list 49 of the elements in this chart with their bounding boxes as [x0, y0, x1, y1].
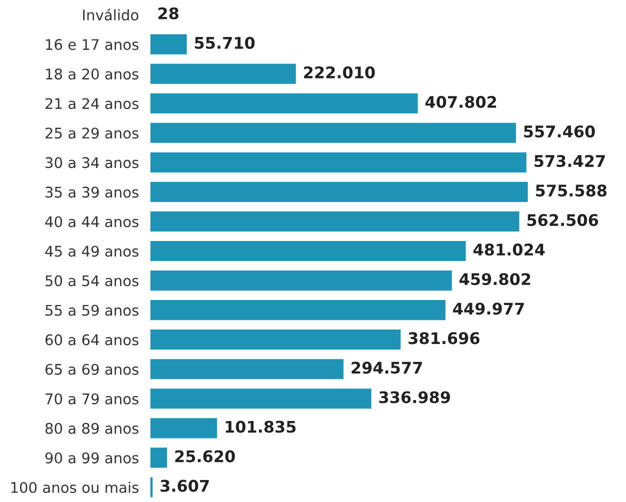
data-label: 562.506	[527, 214, 598, 226]
bar	[150, 330, 401, 350]
data-label: 25.620	[175, 450, 235, 462]
y-tick-label: 45 a 49 anos	[45, 246, 138, 257]
y-tick-label: 70 a 79 anos	[46, 393, 138, 404]
bar	[150, 122, 516, 143]
y-tick-label: 60 a 64 anos	[45, 334, 138, 346]
y-tick-label: 30 a 34 anos	[46, 157, 138, 168]
data-label: 557.460	[524, 125, 595, 138]
bar	[150, 300, 446, 320]
bar	[150, 34, 187, 54]
bar	[150, 270, 452, 291]
bar	[150, 93, 418, 114]
data-label: 294.577	[352, 362, 422, 374]
y-tick-label: 100 anos ou mais	[11, 482, 138, 493]
bar	[150, 211, 520, 232]
y-tick-label: 18 a 20 anos	[46, 68, 138, 80]
bar	[150, 359, 344, 380]
data-label: 55.710	[194, 36, 255, 49]
bar	[150, 418, 218, 438]
data-label: 407.802	[425, 96, 496, 108]
y-tick-label: 21 a 24 anos	[46, 98, 138, 110]
data-label: 575.588	[536, 184, 607, 197]
y-tick-label: 25 a 29 anos	[46, 128, 138, 139]
bar	[150, 152, 526, 172]
bar	[150, 240, 466, 262]
data-label: 336.989	[379, 391, 450, 404]
bar	[150, 388, 372, 409]
data-label: 573.427	[534, 154, 605, 168]
bar	[150, 64, 296, 84]
data-label: 459.802	[460, 273, 530, 286]
y-tick-label: 50 a 54 anos	[46, 275, 138, 286]
y-tick-label: 35 a 39 anos	[46, 186, 138, 198]
y-tick-label: 65 a 69 anos	[45, 364, 138, 375]
data-label: 3.607	[160, 480, 209, 492]
y-tick-label: 90 a 99 anos	[45, 452, 138, 464]
data-label: 481.024	[473, 244, 545, 256]
data-label: 28	[158, 7, 178, 20]
bar	[150, 448, 168, 468]
data-label: 222.010	[304, 66, 375, 78]
y-tick-label: 40 a 44 anos	[45, 216, 138, 228]
y-tick-label: Inválido	[83, 8, 138, 21]
data-label: 449.977	[453, 302, 524, 315]
y-tick-label: 55 a 59 anos	[46, 304, 138, 316]
bar	[150, 182, 528, 202]
y-tick-label: 16 e 17 anos	[46, 39, 138, 50]
y-tick-label: 80 a 89 anos	[45, 422, 138, 434]
data-label: 381.696	[408, 332, 480, 344]
data-label: 101.835	[226, 420, 296, 433]
